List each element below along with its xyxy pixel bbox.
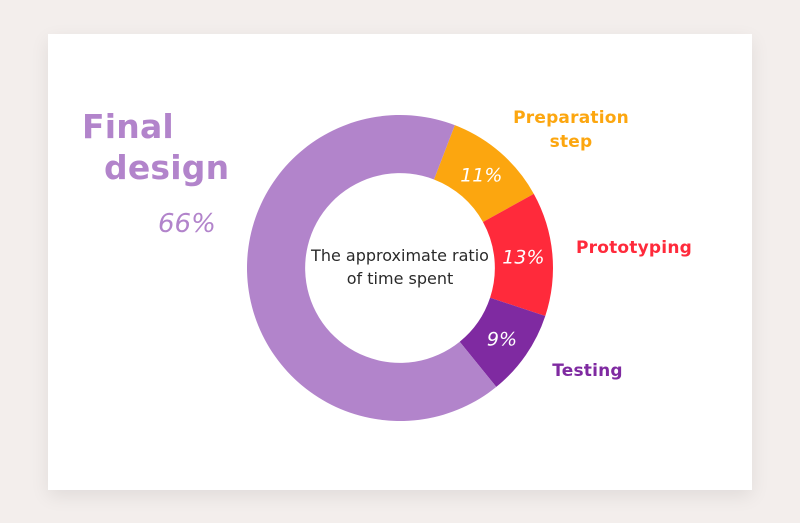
slice-preparation-step xyxy=(433,125,534,223)
label-testing: Testing xyxy=(552,361,623,381)
label-prototyping: Prototyping xyxy=(575,238,692,258)
slice-testing xyxy=(459,297,546,387)
slice-value-label: 13% xyxy=(502,246,544,268)
label-preparation-step: Preparation step xyxy=(505,106,637,154)
label-preparation-step-line2: step xyxy=(549,132,593,152)
slice-final-design xyxy=(247,115,497,421)
chart-title: The approximate ratio of time spent xyxy=(295,244,505,290)
label-final-design-line2: design xyxy=(104,148,230,187)
label-final-design-line1: Final xyxy=(82,107,174,146)
chart-title-line2: of time spent xyxy=(346,269,454,288)
label-preparation-step-line1: Preparation xyxy=(513,108,629,128)
chart-title-line1: The approximate ratio xyxy=(311,246,489,265)
final-design-percent: 66% xyxy=(158,209,216,239)
slice-value-label: 9% xyxy=(487,328,517,350)
slice-prototyping xyxy=(482,193,553,316)
slice-value-label: 11% xyxy=(460,164,502,186)
label-final-design: Final design xyxy=(72,106,232,188)
